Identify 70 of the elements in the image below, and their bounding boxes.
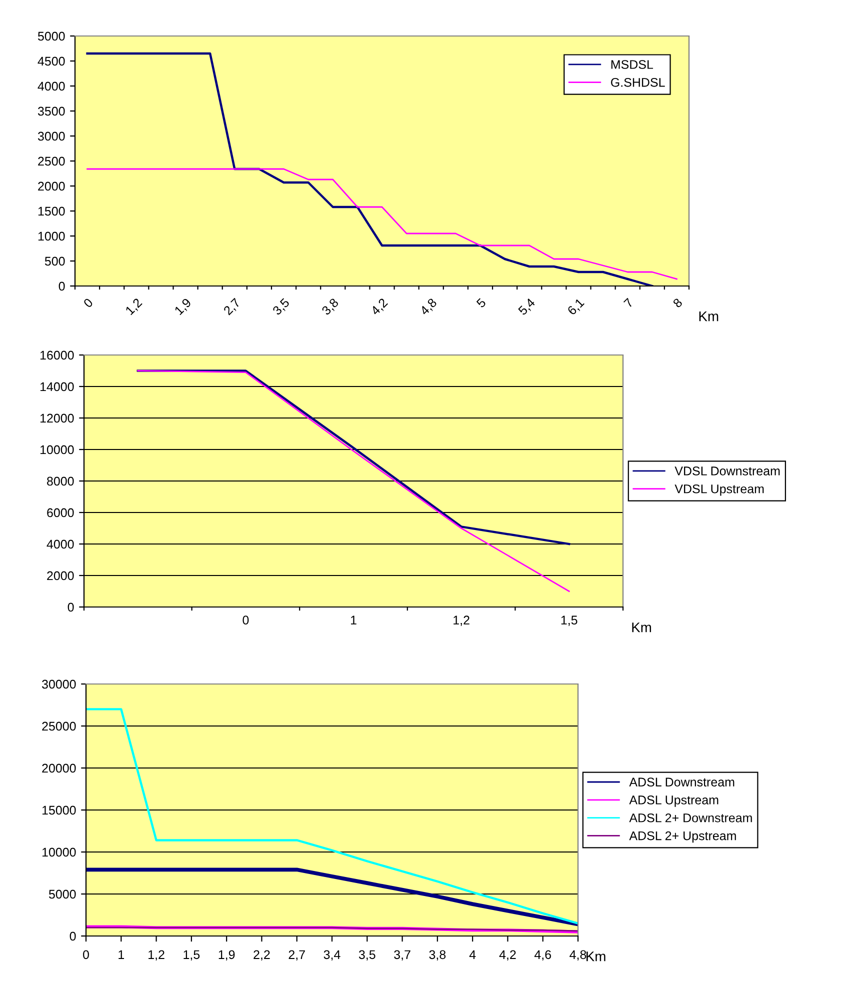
x-tick-label: 0 [82,298,94,308]
y-tick-label: 2500 [38,156,65,166]
x-tick-label: 2,7 [223,298,242,316]
x-tick-label: 3,8 [429,950,446,961]
x-tick-label: 2,7 [288,950,305,961]
x-tick-label: 1 [350,616,356,624]
y-tick-label: 30000 [42,680,76,689]
legend-label: MSDSL [611,60,654,69]
x-tick-label: 5 [476,298,486,308]
x-tick-label: 1,5 [561,616,578,626]
y-tick-label: 3000 [38,132,65,141]
legend-label: ADSL 2+ Downstream [629,813,752,822]
y-tick-label: 3500 [38,106,65,116]
x-axis-title: Km [632,622,651,632]
x-tick-label: 6,1 [566,298,586,316]
y-tick-label: 500 [44,256,65,266]
x-tick-label: 4,8 [570,950,586,961]
x-tick-label: 8 [672,298,683,308]
x-axis-title: Km [586,952,606,962]
x-tick-label: 1,5 [184,950,200,961]
y-tick-label: 15000 [42,806,76,815]
y-tick-label: 4000 [38,82,65,91]
y-tick-label: 25000 [42,722,76,731]
x-tick-label: 4 [469,950,476,959]
x-tick-label: 4,2 [499,950,516,961]
y-tick-label: 6000 [47,508,74,518]
y-tick-label: 5000 [38,32,65,41]
x-tick-label: 1,9 [218,950,235,961]
y-tick-label: 0 [58,282,65,291]
legend-label: VDSL Downstream [674,466,780,476]
x-tick-label: 1,2 [125,298,144,316]
legend-label: VDSL Upstream [674,484,764,496]
x-tick-label: 0 [242,616,249,625]
y-tick-label: 5000 [48,890,76,899]
y-tick-label: 14000 [40,382,74,392]
y-tick-label: 4500 [38,56,65,66]
x-tick-label: 4,6 [534,950,551,961]
legend-label: ADSL Upstream [629,796,718,807]
y-tick-label: 8000 [47,476,74,486]
y-tick-label: 4000 [46,540,74,549]
x-tick-label: 4,8 [419,298,438,317]
x-tick-label: 1 [118,950,124,959]
x-tick-label: 0 [83,950,89,960]
x-tick-label: 2,2 [254,950,270,961]
x-tick-label: 7 [623,298,634,308]
y-tick-label: 1000 [38,232,65,241]
x-tick-label: 3,5 [358,950,376,961]
y-tick-label: 10000 [40,445,74,454]
x-tick-label: 1,2 [454,616,470,626]
y-tick-label: 2000 [38,182,65,191]
y-tick-label: 2000 [47,571,74,580]
y-tick-label: 16000 [40,350,74,360]
y-tick-label: 1500 [38,206,65,216]
x-tick-label: 3,8 [321,298,340,317]
y-tick-label: 12000 [40,414,74,423]
y-tick-label: 0 [70,932,76,941]
legend-label: ADSL 2+ Upstream [629,831,736,843]
x-tick-label: 1,2 [148,950,164,961]
x-tick-label: 3,4 [324,950,340,961]
y-tick-label: 10000 [42,848,76,857]
x-tick-label: 5,4 [518,298,537,317]
x-tick-label: 3,5 [272,298,291,317]
x-tick-label: 4,2 [370,298,390,317]
x-axis-title: Km [699,312,718,322]
x-tick-label: 1,9 [174,298,193,316]
y-tick-label: 0 [68,602,74,612]
y-tick-label: 20000 [42,764,76,773]
x-tick-label: 3,7 [394,950,410,961]
legend-label: G.SHDSL [611,78,665,87]
legend-label: ADSL Downstream [629,778,734,786]
